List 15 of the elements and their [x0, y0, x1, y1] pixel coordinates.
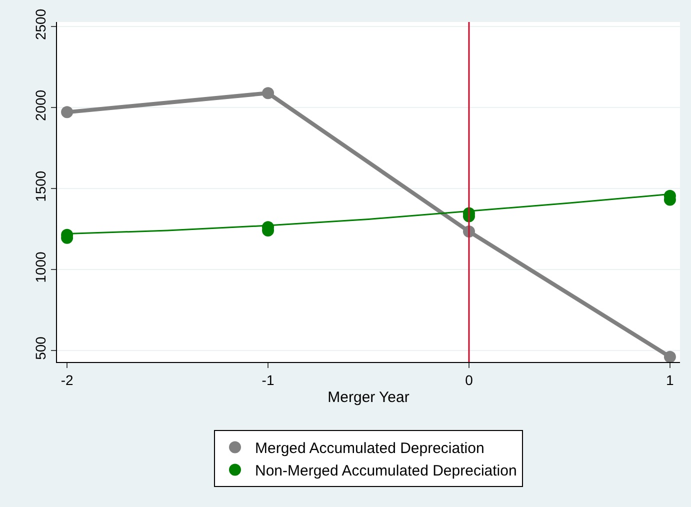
point [262, 87, 274, 100]
legend-label: Merged Accumulated Depreciation [255, 440, 484, 458]
y-tick-label: 2500 [32, 8, 48, 40]
x-tick-label: -2 [60, 372, 74, 388]
x-tick-label: -1 [262, 372, 274, 388]
x-tick-label: 0 [465, 372, 474, 388]
point [61, 106, 74, 118]
y-tick-label: 2000 [32, 90, 48, 121]
x-axis-title: Merger Year [328, 388, 410, 406]
y-tick-label: 500 [32, 336, 48, 360]
y-tick-label: 1000 [32, 252, 48, 283]
x-tick-label: 1 [666, 372, 674, 388]
y-tick-label: 1500 [32, 170, 48, 202]
legend-label: Non-Merged Accumulated Depreciation [255, 462, 517, 480]
point [664, 350, 676, 362]
